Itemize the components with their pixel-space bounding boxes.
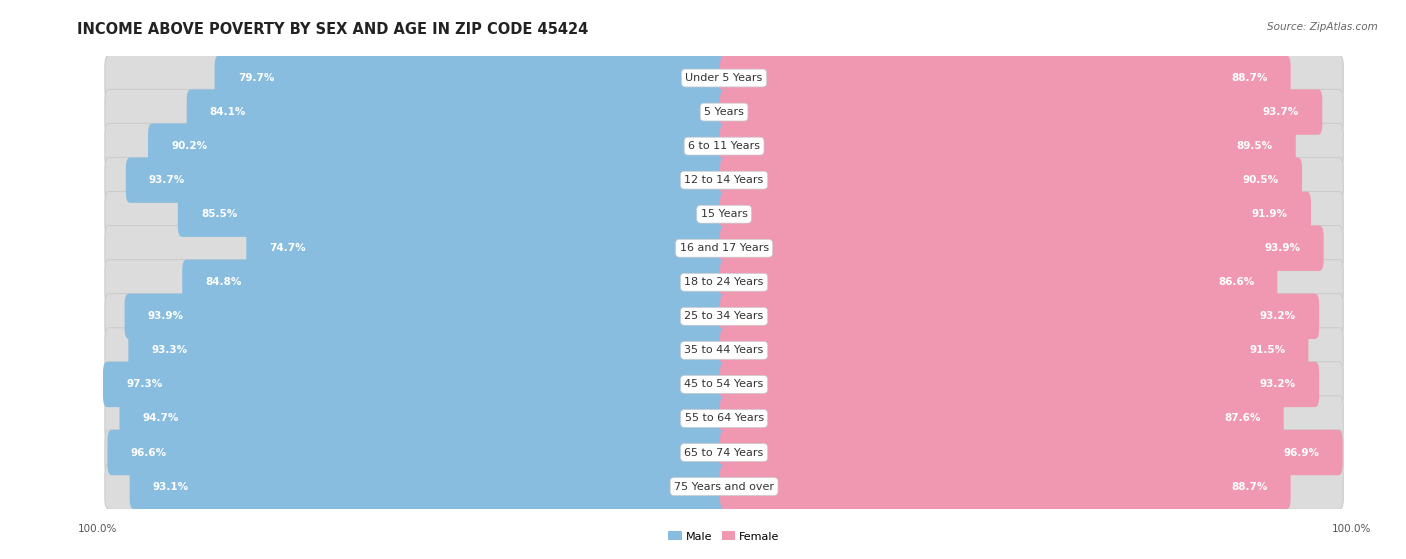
FancyBboxPatch shape [720,124,1296,169]
Text: 93.3%: 93.3% [152,345,187,356]
Text: 75 Years and over: 75 Years and over [673,481,775,491]
Text: 84.1%: 84.1% [209,107,246,117]
Text: 18 to 24 Years: 18 to 24 Years [685,277,763,287]
Text: Under 5 Years: Under 5 Years [686,73,762,83]
Text: 93.9%: 93.9% [148,311,184,321]
FancyBboxPatch shape [720,464,1291,509]
Text: Source: ZipAtlas.com: Source: ZipAtlas.com [1267,22,1378,32]
FancyBboxPatch shape [128,328,728,373]
FancyBboxPatch shape [177,192,728,237]
Text: 97.3%: 97.3% [127,380,163,390]
Text: 25 to 34 Years: 25 to 34 Years [685,311,763,321]
Text: 16 and 17 Years: 16 and 17 Years [679,243,769,253]
FancyBboxPatch shape [105,192,1343,237]
FancyBboxPatch shape [720,430,1343,475]
FancyBboxPatch shape [120,396,728,441]
FancyBboxPatch shape [148,124,728,169]
FancyBboxPatch shape [720,192,1310,237]
FancyBboxPatch shape [187,89,728,135]
Text: 96.9%: 96.9% [1284,448,1319,457]
FancyBboxPatch shape [105,259,1343,305]
FancyBboxPatch shape [105,89,1343,135]
FancyBboxPatch shape [720,158,1302,203]
Text: 96.6%: 96.6% [131,448,167,457]
Text: 65 to 74 Years: 65 to 74 Years [685,448,763,457]
Text: 93.7%: 93.7% [149,175,186,185]
FancyBboxPatch shape [105,124,1343,169]
Text: 85.5%: 85.5% [201,209,238,219]
Text: 86.6%: 86.6% [1218,277,1254,287]
FancyBboxPatch shape [720,55,1291,101]
Text: 100.0%: 100.0% [1331,524,1371,534]
Text: 88.7%: 88.7% [1232,481,1267,491]
Text: 12 to 14 Years: 12 to 14 Years [685,175,763,185]
Text: 84.8%: 84.8% [205,277,242,287]
Text: 89.5%: 89.5% [1236,141,1272,151]
Text: 55 to 64 Years: 55 to 64 Years [685,414,763,424]
Text: 90.5%: 90.5% [1243,175,1279,185]
Text: 93.1%: 93.1% [153,481,188,491]
FancyBboxPatch shape [720,328,1309,373]
FancyBboxPatch shape [215,55,728,101]
FancyBboxPatch shape [720,396,1284,441]
Text: INCOME ABOVE POVERTY BY SEX AND AGE IN ZIP CODE 45424: INCOME ABOVE POVERTY BY SEX AND AGE IN Z… [77,22,589,37]
Text: 79.7%: 79.7% [238,73,274,83]
Text: 100.0%: 100.0% [77,524,117,534]
Text: 91.5%: 91.5% [1249,345,1285,356]
FancyBboxPatch shape [107,430,728,475]
Text: 35 to 44 Years: 35 to 44 Years [685,345,763,356]
Text: 93.7%: 93.7% [1263,107,1299,117]
Text: 93.9%: 93.9% [1264,243,1301,253]
Text: 15 Years: 15 Years [700,209,748,219]
FancyBboxPatch shape [105,55,1343,101]
FancyBboxPatch shape [105,430,1343,475]
FancyBboxPatch shape [125,293,728,339]
FancyBboxPatch shape [720,226,1323,271]
FancyBboxPatch shape [105,362,1343,407]
Text: 94.7%: 94.7% [142,414,179,424]
FancyBboxPatch shape [720,89,1323,135]
FancyBboxPatch shape [105,293,1343,339]
FancyBboxPatch shape [246,226,728,271]
FancyBboxPatch shape [720,293,1319,339]
Text: 90.2%: 90.2% [172,141,207,151]
FancyBboxPatch shape [129,464,728,509]
Text: 74.7%: 74.7% [270,243,307,253]
Text: 93.2%: 93.2% [1260,380,1296,390]
Text: 87.6%: 87.6% [1225,414,1261,424]
Text: 45 to 54 Years: 45 to 54 Years [685,380,763,390]
FancyBboxPatch shape [183,259,728,305]
FancyBboxPatch shape [105,158,1343,203]
FancyBboxPatch shape [105,226,1343,271]
FancyBboxPatch shape [720,362,1319,407]
FancyBboxPatch shape [105,396,1343,441]
Text: 5 Years: 5 Years [704,107,744,117]
FancyBboxPatch shape [105,464,1343,509]
FancyBboxPatch shape [720,259,1277,305]
FancyBboxPatch shape [125,158,728,203]
FancyBboxPatch shape [103,362,728,407]
Text: 91.9%: 91.9% [1251,209,1288,219]
Text: 6 to 11 Years: 6 to 11 Years [688,141,761,151]
Text: 93.2%: 93.2% [1260,311,1296,321]
Legend: Male, Female: Male, Female [668,531,780,542]
FancyBboxPatch shape [105,328,1343,373]
Text: 88.7%: 88.7% [1232,73,1267,83]
